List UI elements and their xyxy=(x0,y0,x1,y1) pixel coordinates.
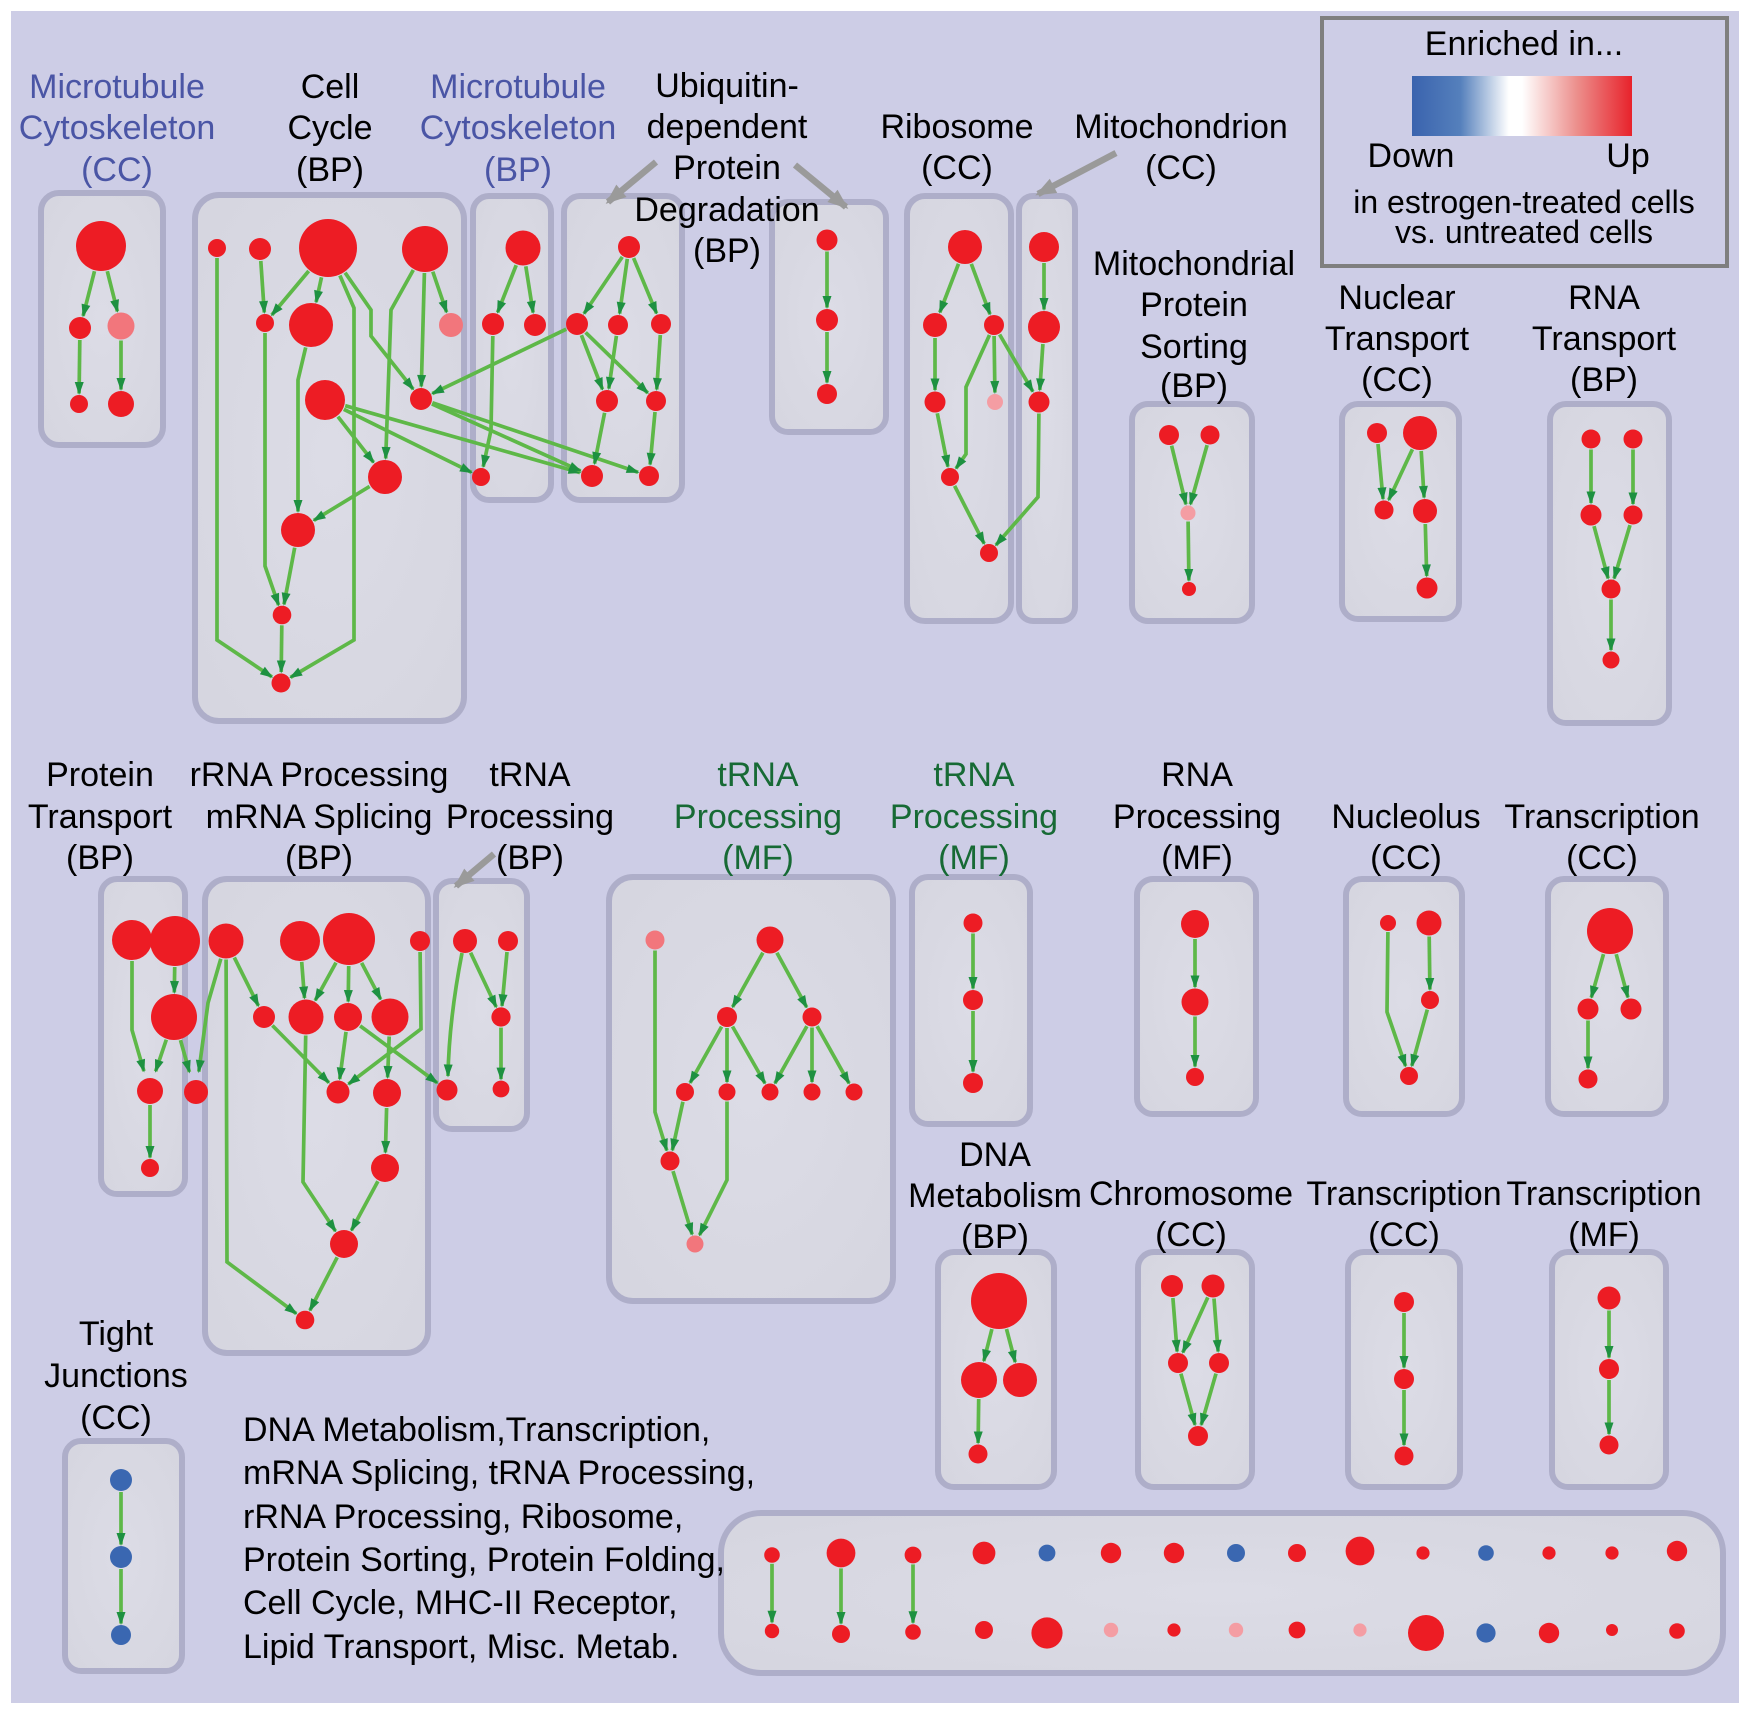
svg-text:(BP): (BP) xyxy=(1570,361,1638,399)
svg-text:Cycle: Cycle xyxy=(287,109,372,147)
svg-text:(MF): (MF) xyxy=(1568,1216,1640,1254)
svg-text:RNA: RNA xyxy=(1568,279,1640,317)
svg-text:(MF): (MF) xyxy=(722,839,794,877)
svg-text:(MF): (MF) xyxy=(1161,839,1233,877)
svg-text:(CC): (CC) xyxy=(81,151,153,189)
svg-text:Protein: Protein xyxy=(673,149,781,187)
svg-text:(MF): (MF) xyxy=(938,839,1010,877)
svg-text:(CC): (CC) xyxy=(80,1399,152,1437)
svg-text:Transport: Transport xyxy=(1532,320,1677,358)
svg-text:Sorting: Sorting xyxy=(1140,328,1248,366)
svg-text:(CC): (CC) xyxy=(1368,1216,1440,1254)
svg-text:Cell Cycle, MHC-II Receptor,: Cell Cycle, MHC-II Receptor, xyxy=(243,1584,678,1622)
svg-text:tRNA: tRNA xyxy=(717,756,799,794)
svg-text:Processing: Processing xyxy=(446,798,614,836)
svg-text:mRNA Splicing, tRNA Processing: mRNA Splicing, tRNA Processing, xyxy=(243,1454,755,1492)
svg-text:Transcription: Transcription xyxy=(1506,1175,1701,1213)
svg-text:Enriched in...: Enriched in... xyxy=(1425,25,1623,63)
svg-text:Up: Up xyxy=(1606,137,1649,175)
svg-text:(BP): (BP) xyxy=(484,151,552,189)
svg-text:Processing: Processing xyxy=(1113,798,1281,836)
svg-text:(BP): (BP) xyxy=(961,1218,1029,1256)
svg-text:Microtubule: Microtubule xyxy=(430,68,606,106)
svg-text:(CC): (CC) xyxy=(921,149,993,187)
svg-text:Down: Down xyxy=(1368,137,1455,175)
svg-text:Protein: Protein xyxy=(1140,286,1248,324)
svg-text:DNA: DNA xyxy=(959,1136,1031,1174)
svg-text:Nuclear: Nuclear xyxy=(1338,279,1455,317)
svg-text:(CC): (CC) xyxy=(1370,839,1442,877)
svg-text:(BP): (BP) xyxy=(496,839,564,877)
svg-text:(BP): (BP) xyxy=(296,151,364,189)
svg-text:Mitochondrial: Mitochondrial xyxy=(1093,245,1295,283)
svg-text:Transport: Transport xyxy=(1325,320,1470,358)
svg-text:Transport: Transport xyxy=(28,798,173,836)
svg-text:rRNA Processing: rRNA Processing xyxy=(190,756,449,794)
svg-text:Junctions: Junctions xyxy=(44,1357,188,1395)
svg-text:Chromosome: Chromosome xyxy=(1089,1175,1293,1213)
svg-text:(BP): (BP) xyxy=(1160,367,1228,405)
svg-text:rRNA Processing, Ribosome,: rRNA Processing, Ribosome, xyxy=(243,1498,683,1536)
svg-text:(CC): (CC) xyxy=(1566,839,1638,877)
svg-text:Metabolism: Metabolism xyxy=(908,1177,1082,1215)
svg-text:(CC): (CC) xyxy=(1155,1216,1227,1254)
svg-text:tRNA: tRNA xyxy=(489,756,571,794)
svg-text:RNA: RNA xyxy=(1161,756,1233,794)
svg-text:Transcription: Transcription xyxy=(1306,1175,1501,1213)
svg-text:Cytoskeleton: Cytoskeleton xyxy=(19,109,216,147)
svg-text:(CC): (CC) xyxy=(1361,361,1433,399)
svg-text:Ribosome: Ribosome xyxy=(880,108,1033,146)
svg-text:Degradation: Degradation xyxy=(634,191,819,229)
svg-text:Ubiquitin-: Ubiquitin- xyxy=(655,67,799,105)
svg-text:Tight: Tight xyxy=(79,1315,154,1353)
svg-text:(BP): (BP) xyxy=(66,839,134,877)
svg-text:dependent: dependent xyxy=(647,108,808,146)
svg-text:DNA Metabolism,Transcription,: DNA Metabolism,Transcription, xyxy=(243,1411,710,1449)
svg-text:Cell: Cell xyxy=(301,68,360,106)
svg-text:tRNA: tRNA xyxy=(933,756,1015,794)
svg-text:(BP): (BP) xyxy=(285,839,353,877)
svg-text:Transcription: Transcription xyxy=(1504,798,1699,836)
svg-text:(CC): (CC) xyxy=(1145,149,1217,187)
svg-text:Protein Sorting, Protein Foldi: Protein Sorting, Protein Folding, xyxy=(243,1541,725,1579)
svg-text:Processing: Processing xyxy=(674,798,842,836)
svg-text:Mitochondrion: Mitochondrion xyxy=(1074,108,1288,146)
svg-text:Protein: Protein xyxy=(46,756,154,794)
svg-text:(BP): (BP) xyxy=(693,232,761,270)
svg-text:vs. untreated cells: vs. untreated cells xyxy=(1395,214,1653,250)
svg-text:mRNA Splicing: mRNA Splicing xyxy=(206,798,433,836)
svg-text:Lipid Transport, Misc. Metab.: Lipid Transport, Misc. Metab. xyxy=(243,1628,680,1666)
svg-text:Nucleolus: Nucleolus xyxy=(1331,798,1480,836)
svg-text:Processing: Processing xyxy=(890,798,1058,836)
svg-text:Microtubule: Microtubule xyxy=(29,68,205,106)
svg-text:Cytoskeleton: Cytoskeleton xyxy=(420,109,617,147)
svg-text:in estrogen-treated cells: in estrogen-treated cells xyxy=(1353,184,1695,220)
